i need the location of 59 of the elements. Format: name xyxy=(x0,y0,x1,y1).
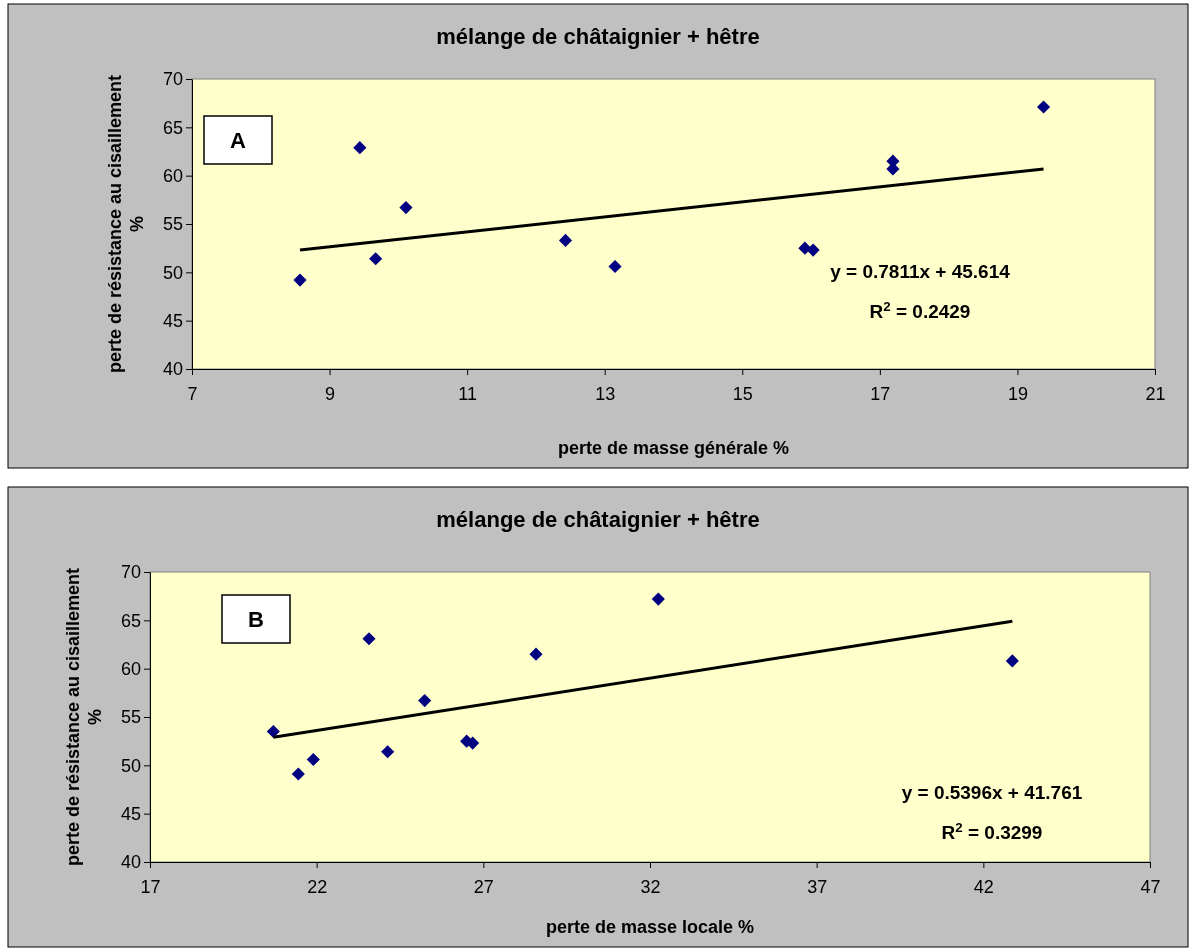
x-tick-label: 9 xyxy=(325,383,336,404)
x-tick-label: 42 xyxy=(973,876,994,897)
y-tick-label: 60 xyxy=(120,658,141,679)
y-tick-label: 60 xyxy=(162,165,183,186)
point xyxy=(558,233,573,247)
point xyxy=(381,745,395,759)
point xyxy=(1037,100,1051,114)
x-tick-label: 37 xyxy=(807,876,828,897)
x-tick-label: 11 xyxy=(458,383,477,404)
y-tick-label: 45 xyxy=(162,310,183,331)
x-tick-label: 27 xyxy=(473,876,494,897)
x-tick-label: 7 xyxy=(187,383,198,404)
y-tick-label: 45 xyxy=(120,803,141,824)
x-axis-title: perte de masse locale % xyxy=(545,917,755,937)
y-axis-title: perte de résistance au cisaillement % xyxy=(105,74,147,374)
y-tick-label: 50 xyxy=(120,755,141,776)
chart-title: mélange de châtaignier + hêtre xyxy=(436,24,760,49)
point xyxy=(293,273,307,287)
y-tick-label: 65 xyxy=(120,610,141,631)
y-tick-label: 55 xyxy=(162,214,183,235)
y-axis-title: perte de résistance au cisaillement % xyxy=(63,567,105,867)
point xyxy=(651,592,665,606)
annotation: y = 0.5396x + 41.761 xyxy=(901,782,1083,803)
y-tick-label: 70 xyxy=(162,69,183,90)
point xyxy=(1005,654,1019,668)
x-tick-label: 19 xyxy=(1007,383,1028,404)
chart-title: mélange de châtaignier + hêtre xyxy=(436,507,760,532)
point xyxy=(806,243,820,257)
x-tick-label: 13 xyxy=(595,383,616,404)
x-tick-label: 17 xyxy=(870,383,891,404)
annotation: y = 0.7811x + 45.614 xyxy=(830,261,1011,282)
y-tick-label: 50 xyxy=(162,262,183,283)
y-tick-label: 55 xyxy=(120,707,141,728)
point xyxy=(291,767,305,781)
point xyxy=(418,694,432,708)
x-tick-label: 32 xyxy=(640,876,661,897)
x-tick-label: 47 xyxy=(1140,876,1161,897)
point xyxy=(266,724,280,739)
point xyxy=(466,736,480,750)
annotation: B xyxy=(248,607,264,632)
x-tick-label: 22 xyxy=(307,876,328,897)
y-tick-label: 70 xyxy=(120,562,141,583)
point xyxy=(353,141,367,155)
point xyxy=(306,752,320,767)
point xyxy=(399,201,413,215)
point xyxy=(369,252,383,266)
annotation: R$^{2}$ = 0.3299 xyxy=(941,819,1043,843)
x-tick-label: 17 xyxy=(140,876,161,897)
point xyxy=(608,259,622,274)
x-tick-label: 21 xyxy=(1145,383,1166,404)
x-tick-label: 15 xyxy=(732,383,753,404)
point xyxy=(529,647,543,661)
x-axis-title: perte de masse générale % xyxy=(557,438,790,458)
point xyxy=(362,632,376,646)
y-tick-label: 65 xyxy=(162,117,183,138)
y-tick-label: 40 xyxy=(162,359,183,380)
annotation: R$^{2}$ = 0.2429 xyxy=(869,298,971,322)
y-tick-label: 40 xyxy=(120,852,141,873)
annotation: A xyxy=(230,128,247,153)
